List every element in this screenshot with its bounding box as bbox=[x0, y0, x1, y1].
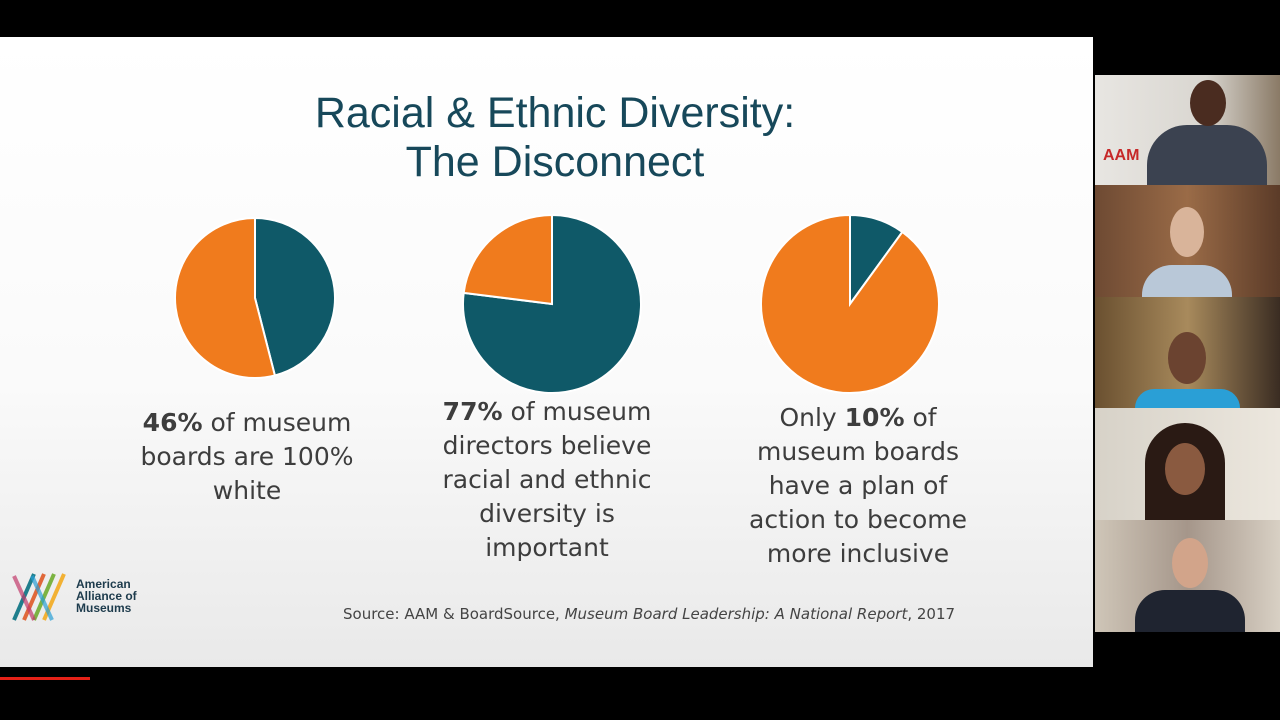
person bbox=[1135, 389, 1240, 408]
pie-caption: 77% of museum directors believe racial a… bbox=[421, 395, 673, 565]
person-head bbox=[1168, 332, 1206, 384]
participant-video bbox=[1095, 520, 1280, 632]
pie-caption: Only 10% of museum boards have a plan of… bbox=[738, 401, 978, 571]
participant-video bbox=[1095, 297, 1280, 408]
source-work: Museum Board Leadership: A National Repo… bbox=[564, 605, 908, 623]
person bbox=[1142, 265, 1232, 297]
video-logo: AAM bbox=[1103, 147, 1140, 164]
progress-bar bbox=[0, 677, 90, 680]
caption-highlight: 10% bbox=[844, 403, 905, 432]
participant-video bbox=[1095, 408, 1280, 520]
slide-title: Racial & Ethnic Diversity: bbox=[314, 89, 796, 137]
slide-title: The Disconnect bbox=[405, 138, 705, 186]
caption-highlight: 77% bbox=[442, 397, 503, 426]
person bbox=[1147, 125, 1267, 185]
pie-slice bbox=[760, 213, 940, 394]
person-head bbox=[1190, 80, 1226, 126]
person-head bbox=[1172, 538, 1208, 588]
source-note: Source: AAM & BoardSource, Museum Board … bbox=[343, 604, 983, 625]
caption-highlight: 46% bbox=[142, 408, 203, 437]
caption-text: Only bbox=[779, 403, 845, 432]
logo-mark bbox=[12, 573, 66, 621]
logo-line: Alliance of bbox=[76, 589, 137, 603]
person-head bbox=[1170, 207, 1204, 257]
source-suffix: , 2017 bbox=[907, 605, 956, 623]
pie-charts bbox=[174, 213, 940, 394]
pie-slice bbox=[174, 216, 277, 379]
person bbox=[1135, 590, 1245, 632]
person-head bbox=[1165, 443, 1205, 495]
caption-text: of museum boards have a plan of action t… bbox=[749, 403, 967, 568]
participant-video bbox=[1095, 185, 1280, 297]
logo-line: Museums bbox=[76, 601, 132, 615]
source-prefix: Source: AAM & BoardSource, bbox=[343, 605, 565, 623]
logo-text: American Alliance of Museums bbox=[76, 578, 137, 614]
caption-text: of museum boards are 100% white bbox=[140, 408, 354, 505]
pie-caption: 46% of museum boards are 100% white bbox=[127, 406, 367, 508]
participant-video: AAM bbox=[1095, 75, 1280, 185]
pie-slice bbox=[462, 213, 553, 306]
caption-text: of museum directors believe racial and e… bbox=[442, 397, 652, 562]
logo-line: American bbox=[76, 577, 131, 591]
pie-slice bbox=[254, 216, 336, 377]
